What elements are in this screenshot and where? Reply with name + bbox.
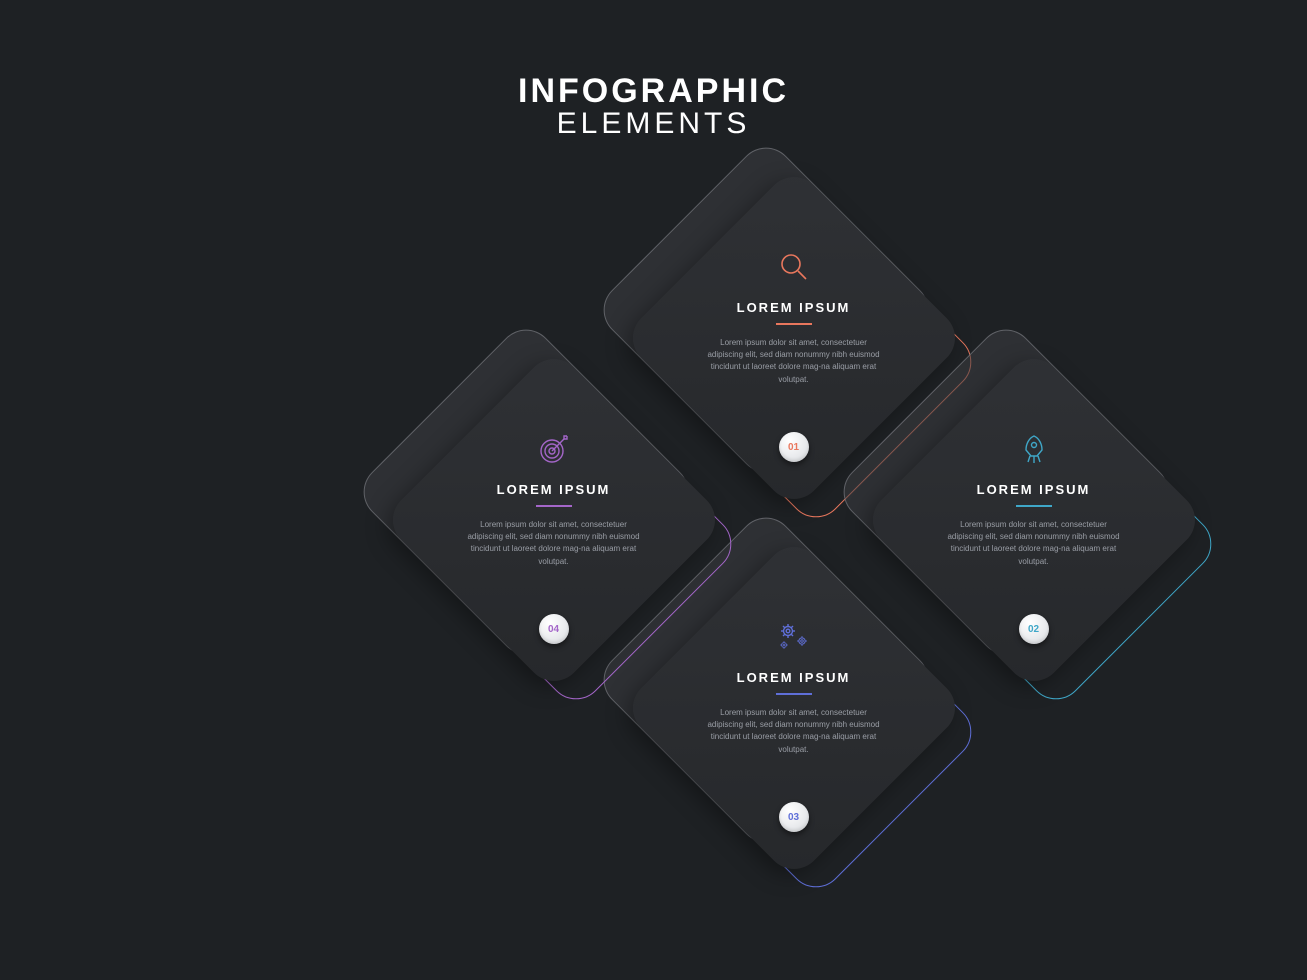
card-body: Lorem ipsum dolor sit amet, consectetuer…: [684, 337, 904, 387]
card-content: LOREM IPSUM Lorem ipsum dolor sit amet, …: [684, 246, 904, 386]
badge-number: 02: [1028, 624, 1039, 635]
page-subtitle: ELEMENTS: [518, 107, 789, 141]
divider: [776, 323, 812, 325]
card-content: LOREM IPSUM Lorem ipsum dolor sit amet, …: [444, 428, 664, 568]
page-title: INFOGRAPHIC: [518, 72, 789, 111]
card-content: LOREM IPSUM Lorem ipsum dolor sit amet, …: [684, 616, 904, 756]
number-badge: 01: [779, 432, 809, 462]
search-icon: [684, 246, 904, 288]
target-icon: [444, 428, 664, 470]
card-title: LOREM IPSUM: [924, 482, 1144, 497]
card-title: LOREM IPSUM: [444, 482, 664, 497]
rocket-icon: [924, 428, 1144, 470]
card-title: LOREM IPSUM: [684, 670, 904, 685]
divider: [1016, 505, 1052, 507]
header: INFOGRAPHIC ELEMENTS: [518, 72, 789, 141]
card-body: Lorem ipsum dolor sit amet, consectetuer…: [924, 519, 1144, 569]
badge-number: 01: [788, 442, 799, 453]
card-body: Lorem ipsum dolor sit amet, consectetuer…: [684, 707, 904, 757]
card-content: LOREM IPSUM Lorem ipsum dolor sit amet, …: [924, 428, 1144, 568]
divider: [776, 693, 812, 695]
number-badge: 03: [779, 802, 809, 832]
badge-number: 03: [788, 812, 799, 823]
badge-number: 04: [548, 624, 559, 635]
number-badge: 04: [539, 614, 569, 644]
divider: [536, 505, 572, 507]
gears-icon: [684, 616, 904, 658]
card-body: Lorem ipsum dolor sit amet, consectetuer…: [444, 519, 664, 569]
card-title: LOREM IPSUM: [684, 300, 904, 315]
number-badge: 02: [1019, 614, 1049, 644]
